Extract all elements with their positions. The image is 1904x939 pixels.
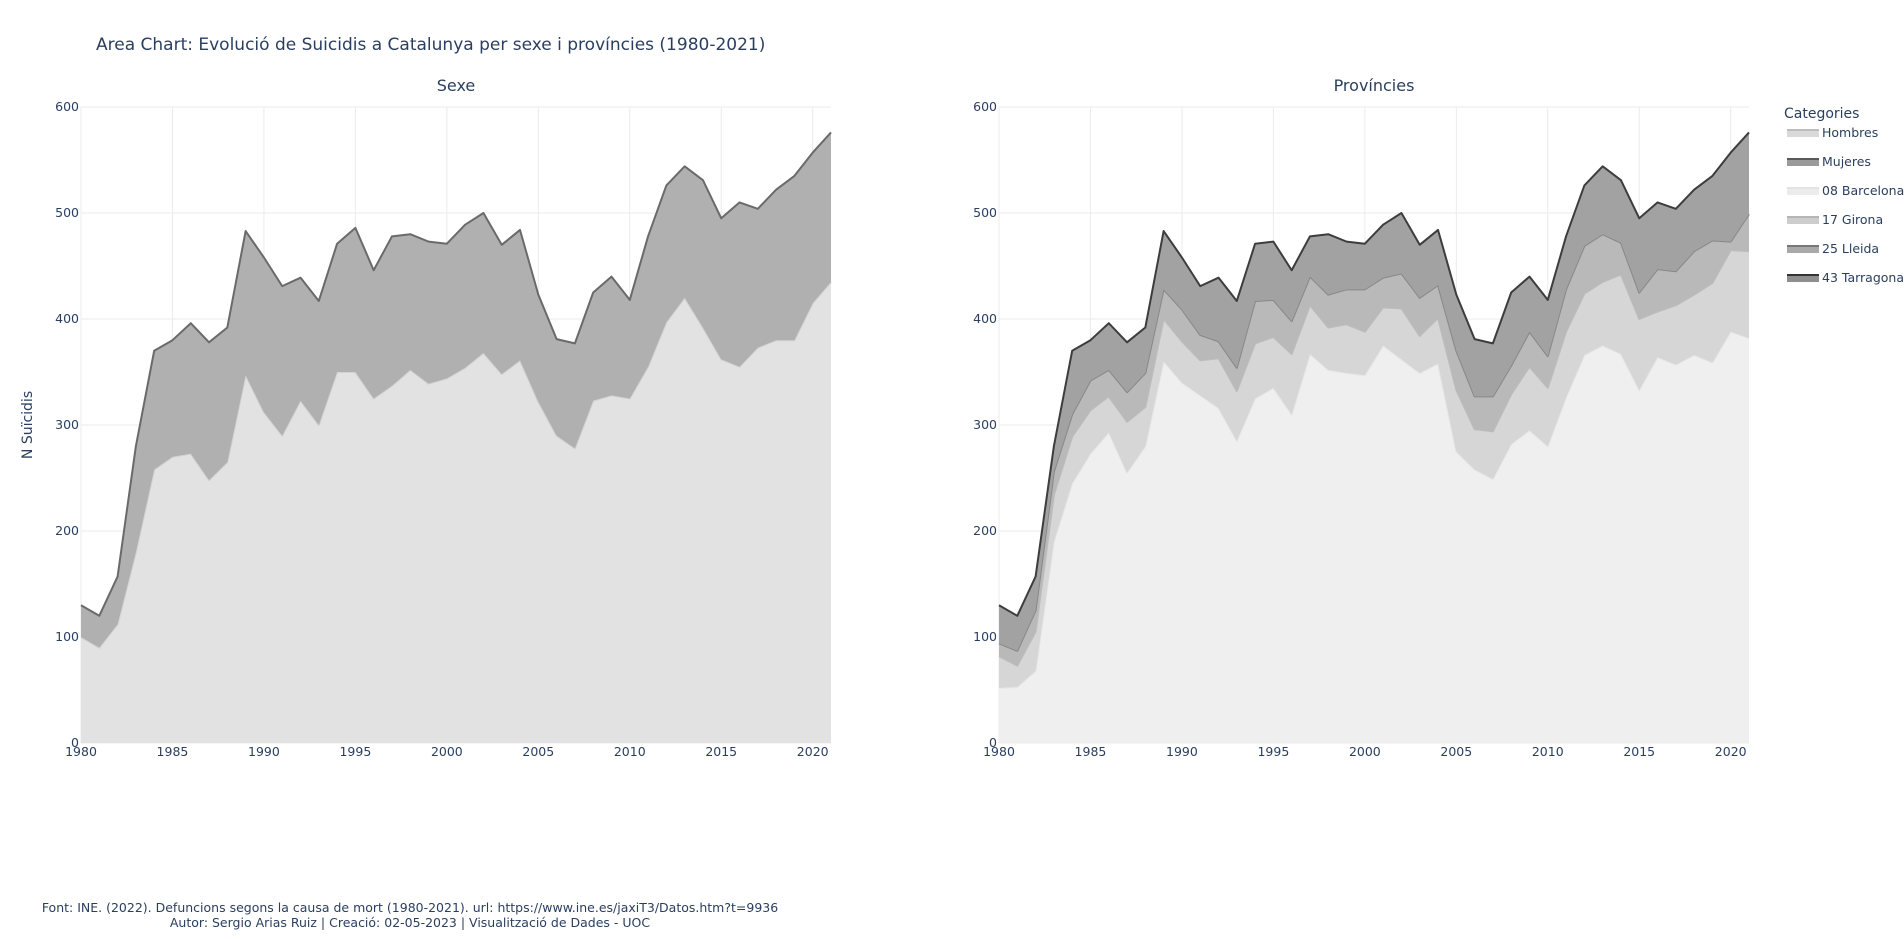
line-43-tarragona — [998, 131, 1750, 617]
x-tick-label: 1980 — [65, 744, 97, 759]
line-mujeres — [80, 131, 832, 617]
y-tick-label: 100 — [55, 629, 79, 644]
legend-swatch — [1787, 159, 1819, 166]
x-tick-label: 2015 — [705, 744, 737, 759]
legend-title: Categories — [1784, 106, 1859, 122]
legend-swatch — [1787, 246, 1819, 253]
y-tick-label: 300 — [973, 417, 997, 432]
x-tick-label: 1985 — [157, 744, 189, 759]
x-tick-label: 2010 — [1532, 744, 1564, 759]
legend-entry-label: 25 Lleida — [1822, 241, 1879, 256]
area-mujeres — [81, 132, 831, 648]
legend-entry-label: Mujeres — [1822, 154, 1871, 169]
x-tick-label: 2020 — [1715, 744, 1747, 759]
area-08-barcelona — [999, 331, 1749, 743]
y-tick-label: 0 — [71, 735, 79, 750]
y-tick-label: 100 — [973, 629, 997, 644]
x-tick-label: 1985 — [1075, 744, 1107, 759]
panel-sexe: 1980 1985 1990 1995 2000 2005 2010 2015 2020 0 100… — [20, 76, 832, 759]
y-tick-label: 600 — [973, 99, 997, 114]
panel-title: Províncies — [1334, 76, 1415, 95]
y-tick-label: 0 — [989, 735, 997, 750]
y-tick-label: 200 — [55, 523, 79, 538]
x-tick-label: 2005 — [1440, 744, 1472, 759]
legend-swatch — [1787, 217, 1819, 224]
y-tick-label: 200 — [973, 523, 997, 538]
x-tick-label: 1990 — [1166, 744, 1198, 759]
y-axis-title: N Suïcidis — [20, 391, 36, 459]
legend-entry-label: 08 Barcelona — [1822, 183, 1904, 198]
x-tick-label: 2000 — [1349, 744, 1381, 759]
y-tick-label: 400 — [55, 311, 79, 326]
y-tick-label: 600 — [55, 99, 79, 114]
y-tick-label: 300 — [55, 417, 79, 432]
x-tick-label: 2020 — [797, 744, 829, 759]
legend-swatch — [1787, 130, 1819, 137]
legend-swatch — [1787, 188, 1819, 195]
x-tick-label: 2005 — [522, 744, 554, 759]
legend-entry-label: Hombres — [1822, 125, 1878, 140]
y-tick-label: 500 — [973, 205, 997, 220]
source-footer: Font: INE. (2022). Defuncions segons la … — [0, 900, 820, 930]
footer-author: Autor: Sergio Arias Ruiz | Creació: 02-0… — [169, 915, 651, 930]
panel-title: Sexe — [437, 76, 476, 95]
x-tick-label: 2015 — [1623, 744, 1655, 759]
y-tick-label: 500 — [55, 205, 79, 220]
area-hombres — [81, 281, 831, 743]
area-43-tarragona — [999, 132, 1749, 651]
area-17-girona — [999, 250, 1749, 688]
footer-source: Font: INE. (2022). Defuncions segons la … — [41, 900, 779, 915]
x-tick-label: 2010 — [614, 744, 646, 759]
x-tick-label: 1980 — [983, 744, 1015, 759]
x-tick-label: 2000 — [431, 744, 463, 759]
panel-provincies: 1980 1985 1990 1995 2000 2005 2010 2015 2020 0 100… — [973, 76, 1750, 759]
legend: Categories Hombres Mujeres 08 Barcelona 17 … — [1784, 106, 1904, 285]
legend-entry-label: 17 Girona — [1822, 212, 1883, 227]
area-25-lleida — [999, 214, 1749, 666]
x-tick-label: 1995 — [339, 744, 371, 759]
legend-swatch — [1787, 275, 1819, 282]
x-tick-label: 1990 — [248, 744, 280, 759]
x-tick-label: 1995 — [1257, 744, 1289, 759]
y-tick-label: 400 — [973, 311, 997, 326]
chart-title: Area Chart: Evolució de Suicidis a Catal… — [96, 35, 765, 55]
legend-entry-label: 43 Tarragona — [1822, 270, 1904, 285]
